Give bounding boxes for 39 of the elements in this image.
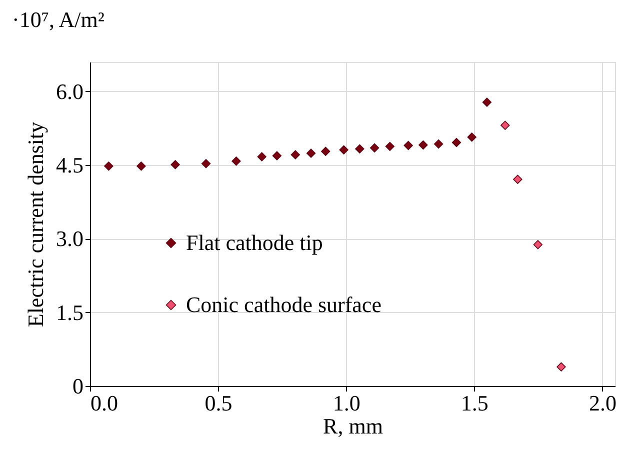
point [418,140,428,150]
point [404,140,413,150]
point [232,156,241,166]
point [482,98,492,107]
x-tick-label: 0.0 [90,390,118,416]
point [339,145,348,154]
point [272,151,282,160]
y-tick-label: 0 [72,374,84,398]
legend-label: Conic cathode surface [186,292,382,317]
x-axis-title: R, mm [323,414,383,438]
text: ·10⁷, A/m² [12,7,105,32]
y-axis-title: Electric current density [23,122,48,328]
point [500,120,510,130]
point [452,138,462,148]
y-tick-label: 3.0 [56,226,84,252]
point [434,139,444,149]
point [321,146,330,156]
point [385,142,394,152]
point [533,240,542,250]
point [257,152,266,162]
point [467,132,476,142]
point [201,159,211,168]
point [136,161,146,171]
y-tick-label: 6.0 [56,78,84,104]
legend-label: Flat cathode tip [186,230,323,255]
y-tick-label: 1.5 [56,300,84,325]
point [290,150,300,160]
x-tick-label: 0.5 [204,390,232,416]
point [170,160,180,170]
x-tick-label: 1.0 [332,390,360,416]
point [104,161,114,171]
x-tick-label: 2.0 [588,390,616,416]
x-tick-label: 1.5 [460,390,488,416]
point [370,143,380,152]
y-tick-label: 4.5 [56,152,84,178]
point [306,148,316,158]
point [556,362,566,372]
point [355,144,364,154]
point [513,174,522,184]
